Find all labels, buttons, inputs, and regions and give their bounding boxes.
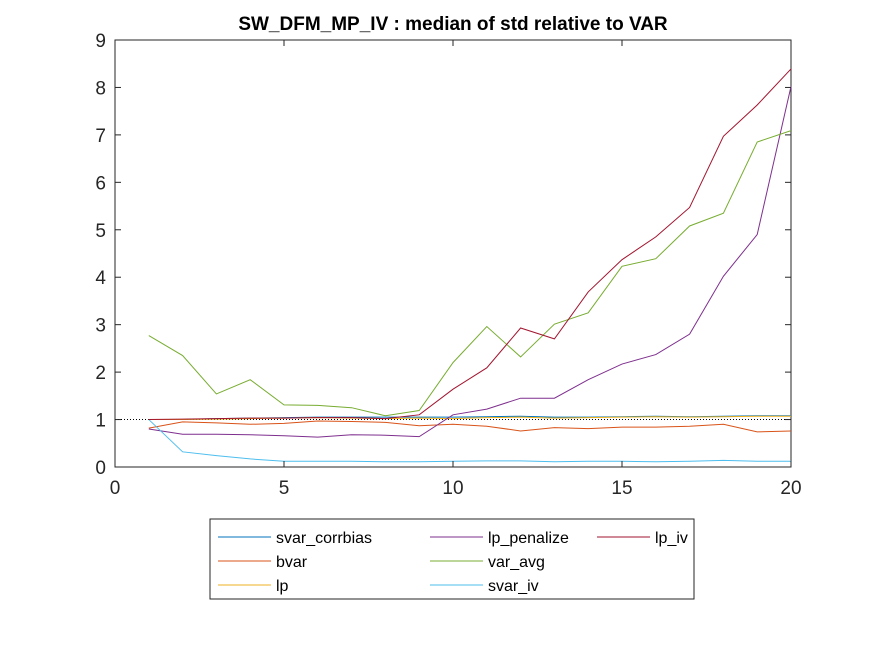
legend-item-var_avg: var_avg	[430, 554, 545, 571]
series-layer	[148, 68, 792, 463]
chart-title: SW_DFM_MP_IV : median of std relative to…	[238, 14, 668, 35]
legend-item-bvar: bvar	[218, 554, 308, 571]
legend-label: lp	[276, 578, 289, 595]
series-line-svar_iv	[148, 419, 791, 463]
x-tick-label: 20	[780, 478, 801, 499]
plot-area: 0 5 10 15 20 0 1 2 3 4 5 6 7 8 9	[95, 31, 801, 499]
y-tick-label: 3	[95, 316, 106, 337]
legend-label: svar_iv	[488, 578, 539, 595]
y-tick-label: 8	[95, 78, 106, 99]
series-line-bvar	[148, 420, 792, 433]
legend-label: lp_penalize	[488, 530, 569, 547]
series-line-lp_iv	[148, 68, 792, 421]
legend-label: svar_corrbias	[276, 530, 372, 547]
x-tick-label: 15	[611, 478, 632, 499]
legend-label: var_avg	[488, 554, 545, 571]
y-tick-label: 2	[95, 363, 106, 384]
series-line-var_avg	[148, 130, 792, 417]
legend-item-lp_iv: lp_iv	[597, 530, 688, 547]
x-tick-label: 5	[279, 478, 290, 499]
x-axis-ticks: 0 5 10 15 20	[110, 40, 802, 499]
legend-item-lp_penalize: lp_penalize	[430, 530, 569, 547]
y-tick-label: 6	[95, 173, 106, 194]
legend-item-svar_iv: svar_iv	[430, 578, 539, 595]
y-tick-label: 7	[95, 126, 106, 147]
y-tick-label: 0	[95, 458, 106, 479]
y-tick-label: 1	[95, 411, 106, 432]
y-axis-ticks: 0 1 2 3 4 5 6 7 8 9	[95, 31, 791, 479]
y-tick-label: 4	[95, 268, 106, 289]
legend-item-lp: lp	[218, 578, 289, 595]
y-tick-label: 9	[95, 31, 106, 52]
y-tick-label: 5	[95, 221, 106, 242]
legend-label: lp_iv	[655, 530, 688, 547]
legend-item-svar_corrbias: svar_corrbias	[218, 530, 372, 547]
axes-box	[114, 39, 792, 468]
x-tick-label: 10	[442, 478, 463, 499]
x-tick-label: 0	[110, 478, 121, 499]
series-line-lp_penalize	[148, 86, 792, 438]
legend-box	[209, 518, 695, 600]
legend-label: bvar	[276, 554, 308, 571]
